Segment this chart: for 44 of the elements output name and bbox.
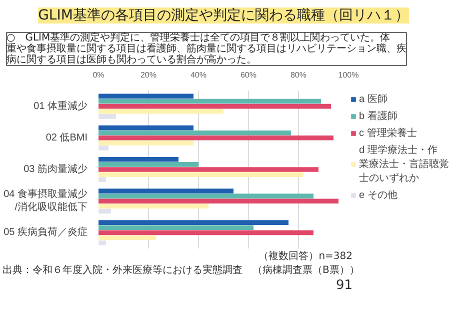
y-tick-label: 01 体重減少 (34, 100, 88, 112)
text: （複数回答）n=382 (258, 250, 353, 262)
chart-title: GLIM基準の各項目の測定や判定に関わる職種（回リハ１） (38, 8, 409, 24)
bar (98, 194, 314, 198)
y-tick-label: 05 疾病負荷／炎症 (4, 226, 88, 238)
bar (98, 220, 288, 225)
source-note: 出典：令和６年度入院・外来医療等における実態調査 （病棟調査票（B票）） (2, 264, 360, 276)
bar (98, 162, 198, 167)
bar (98, 98, 321, 104)
x-tick-label: 100% (338, 70, 359, 80)
bar (98, 177, 106, 182)
x-tick-label: 60% (240, 70, 257, 80)
bar (98, 240, 106, 246)
bar (98, 204, 208, 209)
bar (98, 208, 111, 214)
legend-label: a 医師 (359, 93, 388, 106)
bar (98, 235, 156, 240)
bar (98, 104, 331, 109)
y-tick-label: 04 食事摂取量減少/消化吸収能低下 (4, 188, 88, 214)
x-tick-label: 80% (290, 70, 307, 80)
bar (98, 188, 234, 194)
bar (98, 167, 318, 172)
bar (98, 172, 304, 177)
legend-label: c 管理栄養士 (359, 126, 417, 140)
bar (98, 230, 314, 236)
bar (98, 94, 194, 99)
bar (98, 146, 108, 150)
bar (98, 198, 338, 204)
bar (98, 156, 178, 162)
bar (98, 130, 291, 136)
bar (98, 114, 116, 119)
bar (98, 125, 194, 130)
x-tick-label: 0% (92, 70, 104, 80)
bar (98, 225, 254, 230)
text: 91 (336, 278, 353, 293)
y-tick-label: 02 低BMI (46, 132, 88, 144)
bar (98, 108, 224, 114)
legend-label: b 看護師 (359, 110, 398, 123)
x-tick-label: 20% (140, 70, 157, 80)
bar (98, 140, 194, 146)
y-tick-label: 03 筋肉量減少 (24, 163, 88, 175)
legend-label: e その他 (359, 189, 398, 202)
x-tick-label: 40% (190, 70, 207, 80)
bar (98, 136, 334, 140)
